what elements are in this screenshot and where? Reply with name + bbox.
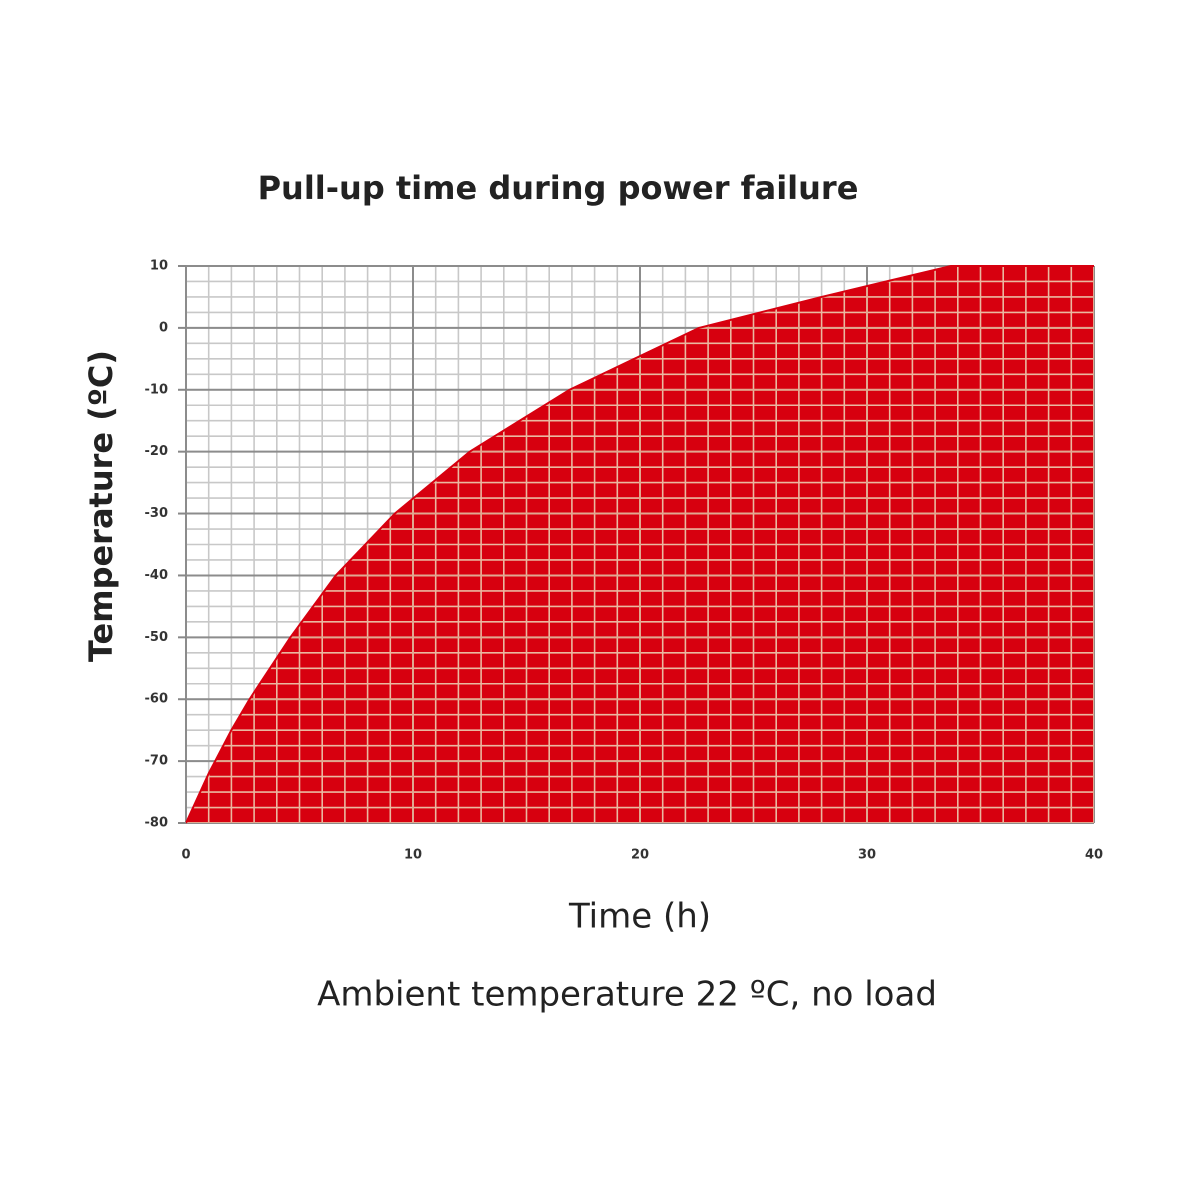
y-tick-label: -60 bbox=[145, 692, 169, 707]
chart-title: Pull-up time during power failure bbox=[258, 169, 859, 207]
y-axis-label: Temperature (ºC) bbox=[82, 350, 120, 662]
y-tick-label: -70 bbox=[145, 754, 169, 769]
note: Ambient temperature 22 ºC, no load bbox=[317, 975, 937, 1015]
x-tick-label: 20 bbox=[631, 848, 649, 863]
y-tick-label: -80 bbox=[145, 816, 169, 831]
x-tick-label: 30 bbox=[858, 848, 876, 863]
y-tick-label: -50 bbox=[145, 630, 169, 645]
x-tick-label: 40 bbox=[1085, 848, 1103, 863]
y-tick-label: 10 bbox=[150, 259, 168, 274]
x-axis-label: Time (h) bbox=[568, 897, 711, 937]
y-tick-label: -30 bbox=[145, 506, 169, 521]
area-line bbox=[185, 265, 1094, 824]
x-tick-label: 10 bbox=[404, 848, 422, 863]
x-tick-label: 0 bbox=[181, 848, 190, 863]
y-tick-label: -40 bbox=[145, 568, 169, 583]
y-tick-label: -20 bbox=[145, 444, 169, 459]
y-tick-label: -10 bbox=[145, 382, 169, 397]
y-tick-label: 0 bbox=[159, 320, 168, 335]
